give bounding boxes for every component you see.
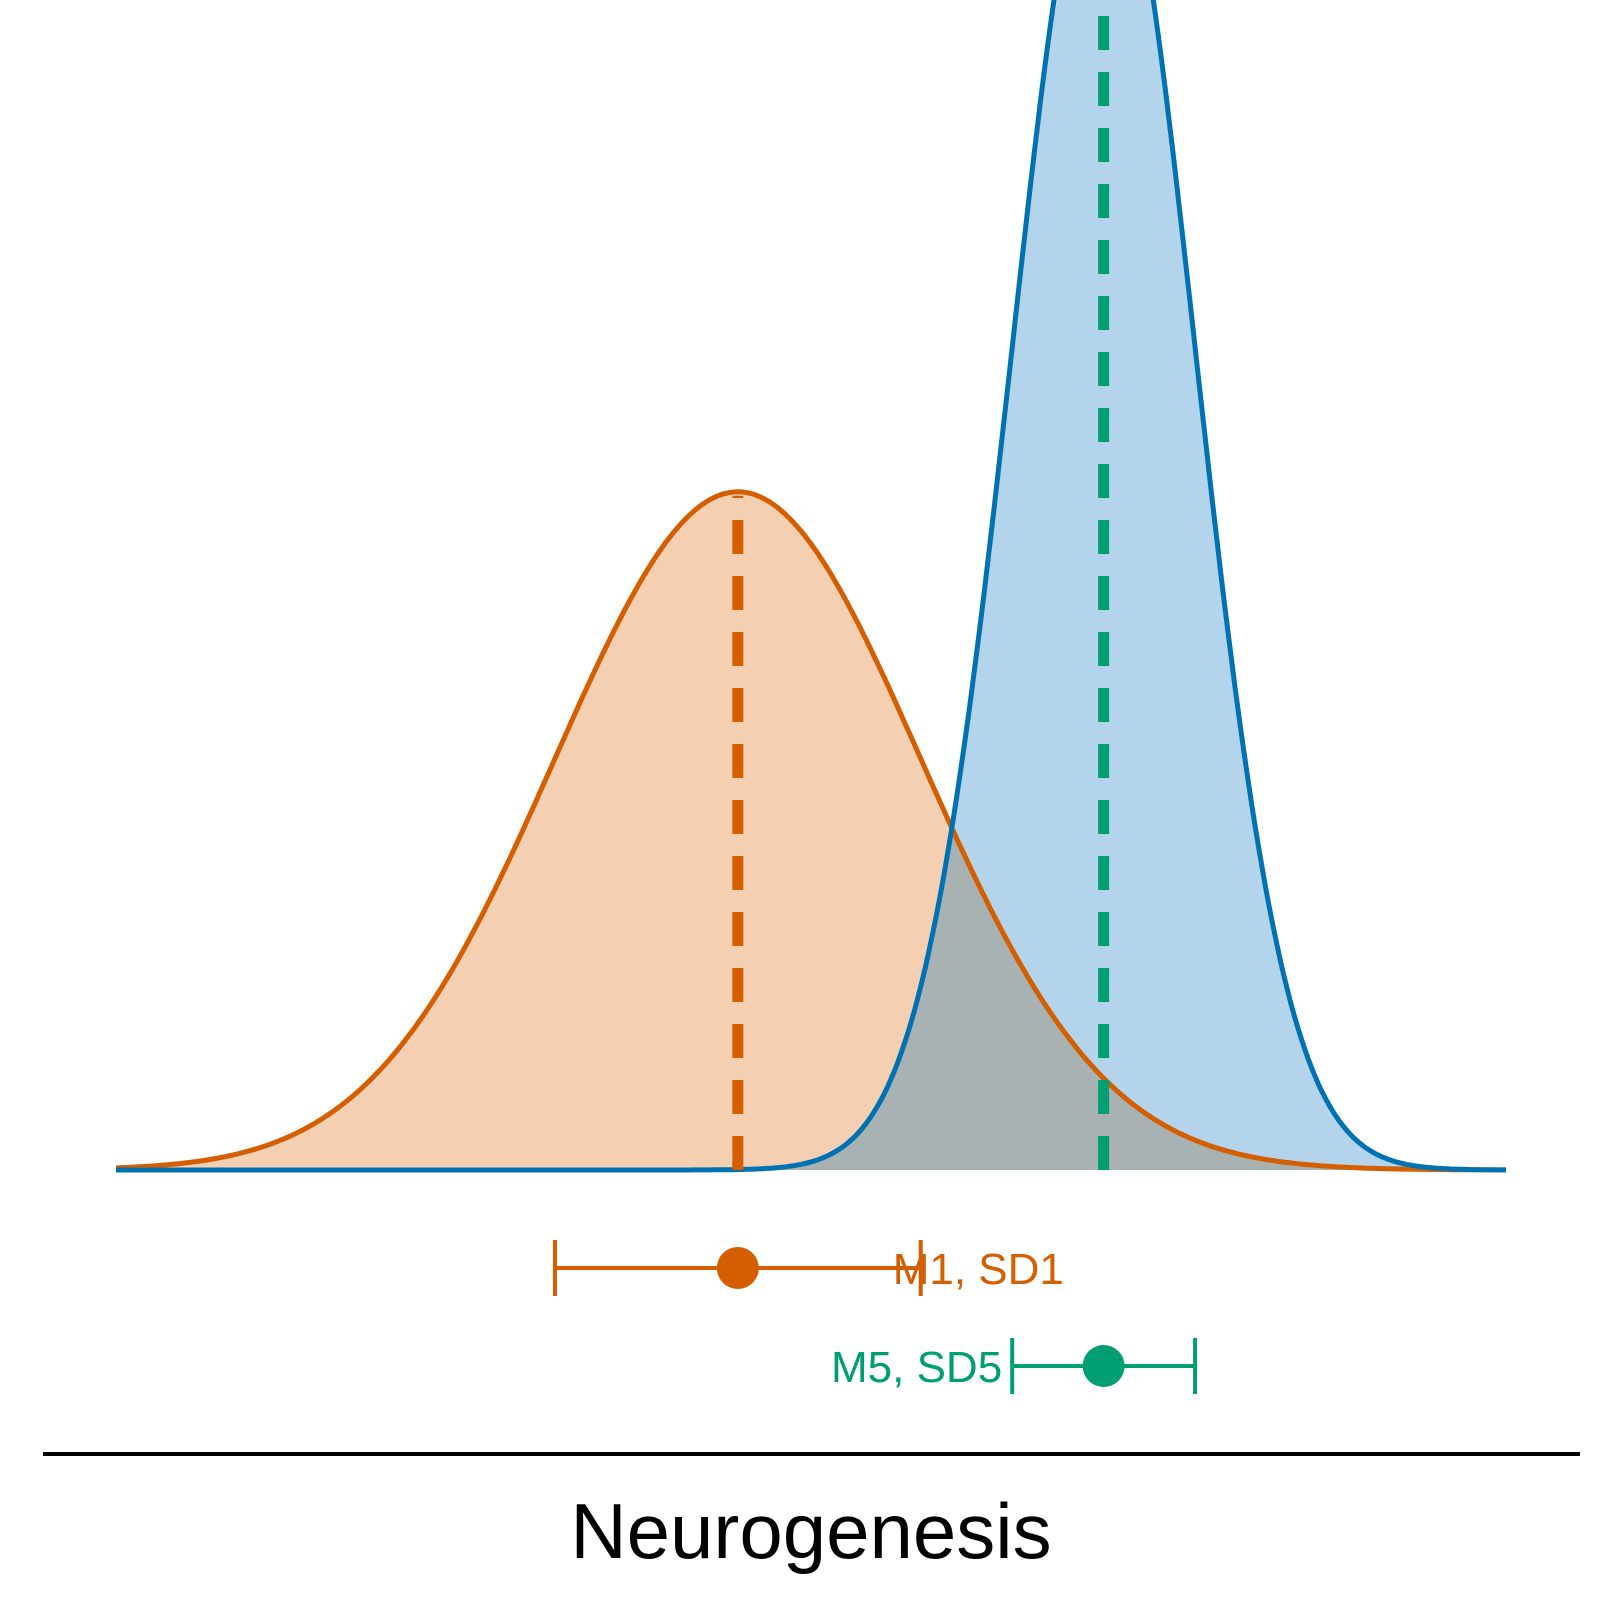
series-2-label: M5, SD5 (831, 1343, 1002, 1392)
plot-area (115, 0, 1506, 1173)
series-1-curve (115, 489, 1506, 1173)
errorbar-series-2: M5, SD5 (831, 1338, 1198, 1394)
series-2-curve (116, 0, 1506, 1173)
series-1-area (116, 491, 1506, 1170)
series-2-area (116, 0, 1506, 1170)
series-1-mean-point (716, 1247, 759, 1289)
series-1-label: M1, SD1 (893, 1245, 1064, 1294)
series-2-mean-point (1082, 1345, 1125, 1387)
x-axis-title: Neurogenesis (570, 1487, 1051, 1575)
errorbar-series-1: M1, SD1 (552, 1240, 1064, 1296)
